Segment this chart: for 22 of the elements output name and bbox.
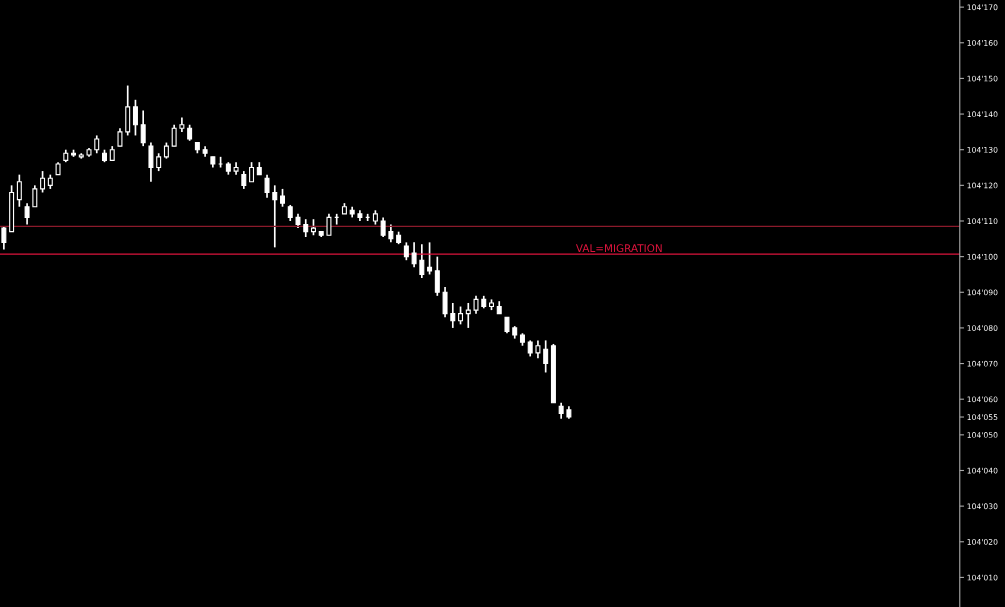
candlestick [264, 173, 270, 199]
candlestick [380, 216, 386, 238]
candlestick [132, 98, 138, 137]
candlestick [465, 302, 471, 329]
candlestick [543, 339, 549, 374]
candlestick [272, 184, 278, 249]
candlestick [140, 109, 146, 147]
candlestick [249, 161, 255, 183]
candlestick [419, 243, 425, 279]
ref-line-label: VAL=MIGRATION [575, 244, 662, 253]
candlestick [427, 241, 433, 276]
candlestick [171, 123, 177, 147]
candlestick [40, 170, 46, 194]
candlestick [450, 302, 456, 329]
candlestick [16, 173, 22, 208]
candlestick [411, 241, 417, 269]
candlestick [326, 213, 332, 237]
candlestick [442, 286, 448, 319]
candlestick [32, 184, 38, 208]
candlestick [24, 202, 30, 226]
candlestick [148, 141, 154, 183]
candlestick [434, 255, 440, 297]
